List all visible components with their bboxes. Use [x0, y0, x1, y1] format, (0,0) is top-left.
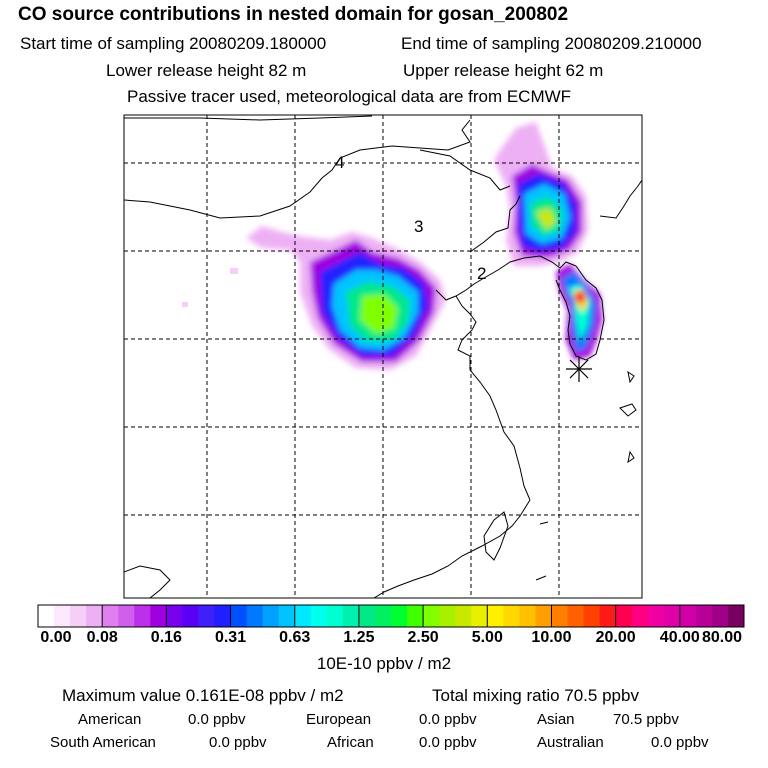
- colorbar-swatch: [519, 605, 536, 627]
- australian-label: Australian: [537, 734, 604, 751]
- colorbar-swatch: [727, 605, 745, 627]
- colorbar-swatch: [54, 605, 71, 627]
- colorbar-swatch: [262, 605, 280, 627]
- colorbar-swatch: [487, 605, 504, 627]
- colorbar-swatch: [615, 605, 633, 627]
- colorbar-swatch: [294, 605, 312, 627]
- colorbar-units: 10E-10 ppbv / m2: [316, 654, 452, 673]
- colorbar-tick-label: 5.00: [471, 629, 503, 646]
- colorbar-tick-label: 0.63: [279, 629, 311, 646]
- american-label: American: [78, 711, 142, 728]
- total-mixing-ratio: Total mixing ratio 70.5 ppbv: [432, 686, 639, 705]
- colorbar-swatch: [374, 605, 392, 627]
- colorbar-swatch: [471, 605, 488, 627]
- colorbar: [37, 604, 745, 628]
- colorbar-swatch: [535, 605, 552, 627]
- colorbar-swatch: [551, 605, 568, 627]
- african-value: 0.0 ppbv: [419, 734, 477, 751]
- colorbar-swatch: [310, 605, 328, 627]
- american-value: 0.0 ppbv: [188, 711, 246, 728]
- colorbar-swatch: [503, 605, 520, 627]
- south-american-label: South American: [50, 734, 156, 751]
- lower-release-label: Lower release height 82 m: [106, 61, 307, 80]
- colorbar-swatch: [326, 605, 344, 627]
- colorbar-swatch: [118, 605, 135, 627]
- region-label-2: 2: [477, 264, 486, 283]
- european-value: 0.0 ppbv: [419, 711, 477, 728]
- colorbar-swatch: [102, 605, 119, 627]
- colorbar-swatch: [711, 605, 729, 627]
- lat-lon-grid: [124, 115, 642, 598]
- colorbar-swatch: [214, 605, 232, 627]
- colorbar-swatch: [182, 605, 199, 627]
- colorbar-tick-label: 20.00: [595, 629, 636, 646]
- colorbar-swatch: [278, 605, 296, 627]
- colorbar-tick-label: 2.50: [407, 629, 439, 646]
- colorbar-tick-label: 0.08: [86, 629, 118, 646]
- colorbar-swatch: [567, 605, 585, 627]
- south-american-value: 0.0 ppbv: [209, 734, 267, 751]
- asterisk-receptor-icon: [566, 356, 592, 382]
- colorbar-tick-label: 0.16: [150, 629, 182, 646]
- colorbar-swatch: [166, 605, 183, 627]
- plume-layer: [182, 122, 602, 370]
- region-label-3: 3: [414, 217, 423, 236]
- european-label: European: [306, 711, 372, 728]
- coastlines: [124, 115, 642, 598]
- colorbar-tick-label: 80.00: [701, 629, 743, 646]
- maximum-value: Maximum value 0.161E-08 ppbv / m2: [62, 686, 344, 705]
- colorbar-swatch: [663, 605, 681, 627]
- colorbar-swatch: [150, 605, 167, 627]
- end-time-label: End time of sampling 20080209.210000: [401, 34, 702, 53]
- colorbar-swatch: [407, 605, 424, 627]
- colorbar-swatch: [455, 605, 472, 627]
- colorbar-swatch: [439, 605, 456, 627]
- colorbar-frame: [37, 604, 745, 628]
- colorbar-swatch: [38, 605, 55, 627]
- colorbar-swatch: [246, 605, 264, 627]
- colorbar-swatch: [647, 605, 665, 627]
- start-time-label: Start time of sampling 20080209.180000: [20, 34, 327, 53]
- colorbar-swatch: [583, 605, 601, 627]
- colorbar-swatch: [695, 605, 713, 627]
- colorbar-tick-label: 0.00: [40, 629, 72, 646]
- colorbar-swatch: [86, 605, 103, 627]
- colorbar-tick-label: 0.31: [214, 629, 247, 646]
- tracer-note: Passive tracer used, meteorological data…: [127, 87, 572, 106]
- upper-release-label: Upper release height 62 m: [403, 61, 604, 80]
- map-frame: [123, 114, 643, 599]
- african-label: African: [327, 734, 374, 751]
- colorbar-tick-label: 1.25: [343, 629, 375, 646]
- figure-title: CO source contributions in nested domain…: [18, 4, 569, 25]
- asian-value: 70.5 ppbv: [613, 711, 679, 728]
- colorbar-swatch: [198, 605, 215, 627]
- colorbar-swatch: [391, 605, 408, 627]
- asian-label: Asian: [537, 711, 575, 728]
- colorbar-swatch: [230, 605, 248, 627]
- region-label-4: 4: [335, 153, 344, 172]
- colorbar-swatch: [342, 605, 360, 627]
- colorbar-tick-label: 10.00: [531, 629, 572, 646]
- colorbar-swatch: [70, 605, 87, 627]
- colorbar-swatch: [134, 605, 151, 627]
- colorbar-swatch: [679, 605, 697, 627]
- colorbar-swatch: [599, 605, 617, 627]
- colorbar-swatch: [631, 605, 649, 627]
- colorbar-swatch: [423, 605, 440, 627]
- colorbar-tick-label: 40.00: [659, 629, 700, 646]
- australian-value: 0.0 ppbv: [651, 734, 709, 751]
- colorbar-swatch: [358, 605, 376, 627]
